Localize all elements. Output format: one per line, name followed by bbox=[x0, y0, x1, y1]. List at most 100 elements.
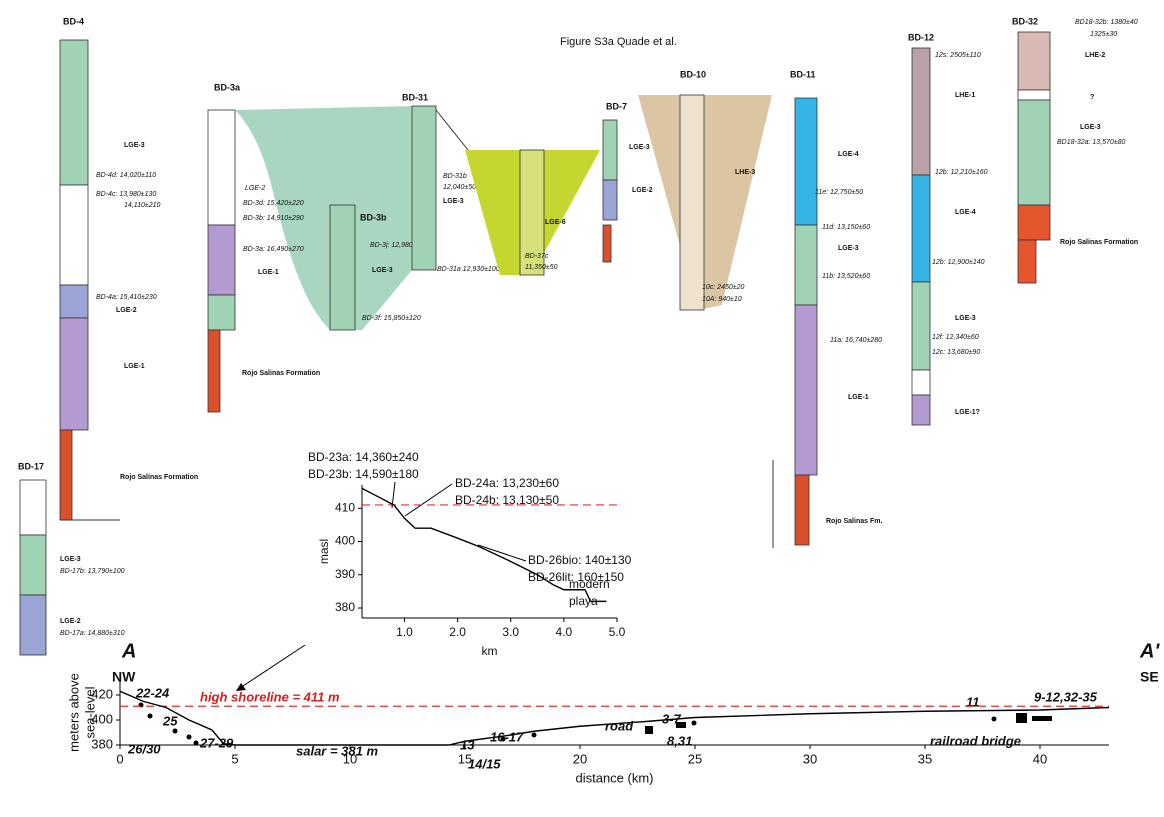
y-tick-label: 400 bbox=[335, 534, 355, 548]
annotation: 8,31 bbox=[667, 733, 692, 748]
unit-label: LGE-1? bbox=[955, 409, 980, 416]
column-bd-17 bbox=[20, 480, 46, 655]
annotation: NW bbox=[112, 669, 136, 685]
sample-label: BD-4a: 15,410±230 bbox=[96, 294, 157, 301]
unit-label: LHE-1 bbox=[955, 92, 975, 99]
unit bbox=[603, 180, 617, 220]
unit bbox=[208, 225, 235, 295]
column-bd-4 bbox=[60, 40, 120, 520]
leader bbox=[478, 545, 526, 561]
annotation: BD-23b: 14,590±180 bbox=[308, 467, 419, 481]
sample-label: BD18-32a: 13,570±80 bbox=[1057, 139, 1126, 146]
unit-label: Rojo Salinas Fm. bbox=[826, 518, 882, 525]
unit bbox=[20, 535, 46, 595]
annotation: 26/30 bbox=[127, 741, 161, 756]
sample-label: BD-17b: 13,790±100 bbox=[60, 568, 125, 575]
unit bbox=[795, 225, 817, 305]
sample-label: BD-4c: 13,980±130 bbox=[96, 191, 156, 198]
x-tick-label: 40 bbox=[1033, 751, 1047, 766]
sample-label: 12b: 12,900±140 bbox=[932, 259, 985, 266]
unit bbox=[912, 370, 930, 395]
y-axis-label: masl bbox=[317, 539, 331, 564]
unit bbox=[795, 305, 817, 475]
unit-label: LGE-3 bbox=[1080, 124, 1101, 131]
site bbox=[676, 722, 686, 728]
column-name: BD-3a bbox=[214, 82, 241, 92]
site bbox=[173, 729, 178, 734]
unit bbox=[1018, 32, 1050, 90]
site bbox=[501, 737, 506, 742]
sample-label: 11b: 13,520±60 bbox=[822, 273, 870, 280]
unit-label: LGE-3 bbox=[629, 144, 650, 151]
annotation: road bbox=[605, 718, 634, 733]
unit bbox=[603, 120, 617, 180]
unit bbox=[1018, 100, 1050, 205]
annotation: railroad bridge bbox=[930, 733, 1021, 748]
unit bbox=[912, 175, 930, 282]
unit bbox=[20, 595, 46, 655]
unit bbox=[912, 48, 930, 175]
column-name: BD-17 bbox=[18, 461, 44, 471]
figure-title: Figure S3a Quade et al. bbox=[560, 36, 677, 48]
annotation: SE bbox=[1140, 669, 1159, 685]
unit-label: Rojo Salinas Formation bbox=[1060, 239, 1138, 246]
sample-label: BD18-32b: 1380±40 bbox=[1075, 19, 1138, 26]
sample-label: BD-3a: 16,490±270 bbox=[243, 246, 304, 253]
unit bbox=[912, 395, 930, 425]
unit-label: LGE-1 bbox=[258, 269, 279, 276]
x-tick-label: 5 bbox=[231, 751, 238, 766]
unit bbox=[208, 110, 235, 225]
sample-label: 12s: 2505±110 bbox=[935, 52, 981, 59]
x-tick-label: 25 bbox=[688, 751, 702, 766]
sample-label: BD-31a 12,930±100 bbox=[437, 266, 500, 273]
arrow bbox=[240, 645, 305, 688]
x-tick-label: 10 bbox=[343, 751, 357, 766]
sample-label: 12f: 12,340±60 bbox=[932, 334, 979, 341]
annotation: high shoreline = 411 m bbox=[200, 689, 340, 704]
sample-label: 11,350±50 bbox=[525, 264, 558, 271]
column-name: BD-4 bbox=[63, 16, 84, 26]
y-tick-label: 410 bbox=[335, 500, 355, 514]
site bbox=[1032, 716, 1052, 721]
annotation: 11 bbox=[966, 694, 980, 709]
x-tick-label: 35 bbox=[918, 751, 932, 766]
y-axis-label: sea-level bbox=[82, 686, 97, 738]
unit-label: LGE-3 bbox=[443, 198, 464, 205]
correlation-fill bbox=[638, 95, 772, 310]
unit bbox=[208, 295, 235, 330]
column-bd-11 bbox=[773, 98, 817, 548]
sample-label: 12b: 12,210±160 bbox=[935, 169, 988, 176]
unit bbox=[60, 430, 72, 520]
x-axis-label: distance (km) bbox=[575, 770, 653, 785]
column-bd-3a bbox=[208, 110, 235, 412]
column-name: BD-3b bbox=[360, 212, 387, 222]
unit-label: LGE-3 bbox=[838, 245, 859, 252]
sample-label: 11d: 13,150±60 bbox=[822, 224, 870, 231]
unit bbox=[60, 285, 88, 318]
site-markers bbox=[139, 703, 1053, 746]
column-bd-10 bbox=[680, 95, 704, 310]
sample-label: BD-17a: 14,880±310 bbox=[60, 630, 125, 637]
sample-label: 1325±30 bbox=[1090, 31, 1117, 38]
sample-label: BD-4d: 14,020±110 bbox=[96, 172, 156, 179]
tie-line bbox=[436, 110, 468, 150]
annotation: 27-29 bbox=[199, 735, 234, 750]
annotation: BD-23a: 14,360±240 bbox=[308, 450, 419, 464]
sample-label: BD-31b bbox=[443, 173, 467, 180]
sample-label: 11a: 16,740±280 bbox=[830, 337, 882, 344]
unit bbox=[20, 480, 46, 535]
column-name: BD-12 bbox=[908, 32, 934, 42]
figure: Figure S3a Quade et al. BD-4 LGE-3 BD-4d… bbox=[0, 0, 1164, 817]
unit bbox=[60, 185, 88, 285]
column-name: BD-32 bbox=[1012, 16, 1038, 26]
unit-label: LGE-2 bbox=[245, 185, 265, 192]
site bbox=[148, 714, 153, 719]
unit-label: LHE-3 bbox=[735, 169, 755, 176]
sample-label: 10c: 2450±20 bbox=[702, 284, 744, 291]
y-tick-label: 380 bbox=[335, 600, 355, 614]
unit-label: LGE-1 bbox=[124, 363, 145, 370]
x-tick-label: 15 bbox=[458, 751, 472, 766]
sample-label: 12c: 13,680±90 bbox=[932, 349, 980, 356]
x-tick-label: 1.0 bbox=[396, 625, 413, 639]
unit bbox=[795, 475, 809, 545]
